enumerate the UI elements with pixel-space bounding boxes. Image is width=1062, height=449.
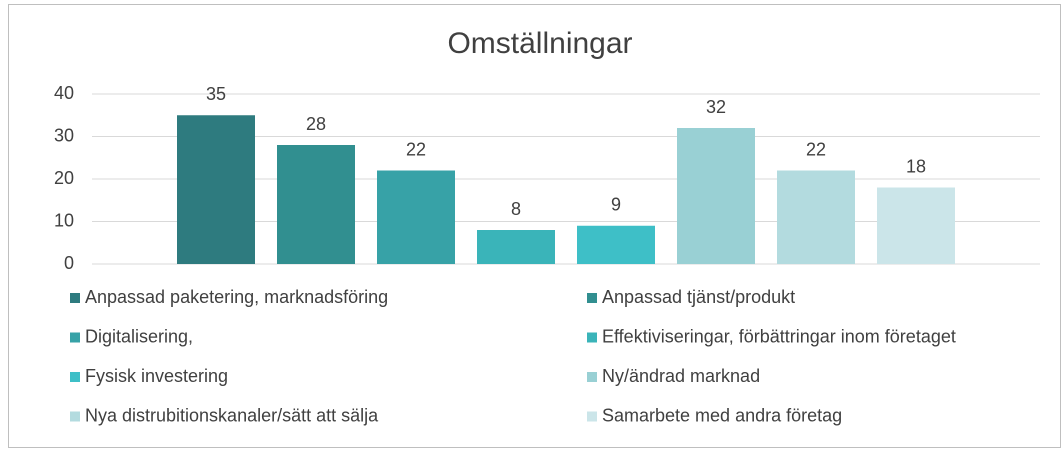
bar [777, 170, 855, 264]
data-label: 22 [806, 139, 826, 159]
bar [277, 145, 355, 264]
legend-label: Anpassad tjänst/produkt [602, 287, 795, 307]
data-label: 18 [906, 156, 926, 176]
y-tick-label: 10 [54, 210, 74, 230]
data-label: 32 [706, 97, 726, 117]
data-label: 28 [306, 114, 326, 134]
bar [577, 225, 655, 264]
y-tick-label: 20 [54, 168, 74, 188]
y-tick-label: 0 [64, 253, 74, 273]
bar [877, 187, 955, 264]
data-label: 8 [511, 199, 521, 219]
legend-swatch [70, 372, 80, 382]
legend-swatch [70, 293, 80, 303]
legend-label: Samarbete med andra företag [602, 405, 842, 425]
legend-swatch [70, 411, 80, 422]
data-label: 35 [206, 84, 226, 104]
legend-label: Digitalisering, [85, 326, 193, 346]
legend-swatch [70, 332, 80, 343]
legend-label: Anpassad paketering, marknadsföring [85, 287, 388, 307]
legend-label: Nya distrubitionskanaler/sätt att sälja [85, 405, 379, 425]
legend-swatch [587, 411, 597, 422]
data-label: 22 [406, 139, 426, 159]
legend-swatch [587, 332, 597, 343]
y-tick-label: 40 [54, 83, 74, 103]
legend-swatch [587, 293, 597, 303]
bar [177, 115, 255, 264]
legend-swatch [587, 372, 597, 382]
bar [377, 170, 455, 264]
bar [477, 230, 555, 264]
chart-title: Omställningar [447, 27, 632, 60]
legend-label: Effektiviseringar, förbättringar inom fö… [602, 326, 956, 346]
legend-label: Fysisk investering [85, 366, 228, 386]
legend-label: Ny/ändrad marknad [602, 366, 760, 386]
bar [677, 128, 755, 264]
data-label: 9 [611, 195, 621, 215]
y-tick-label: 30 [54, 125, 74, 145]
